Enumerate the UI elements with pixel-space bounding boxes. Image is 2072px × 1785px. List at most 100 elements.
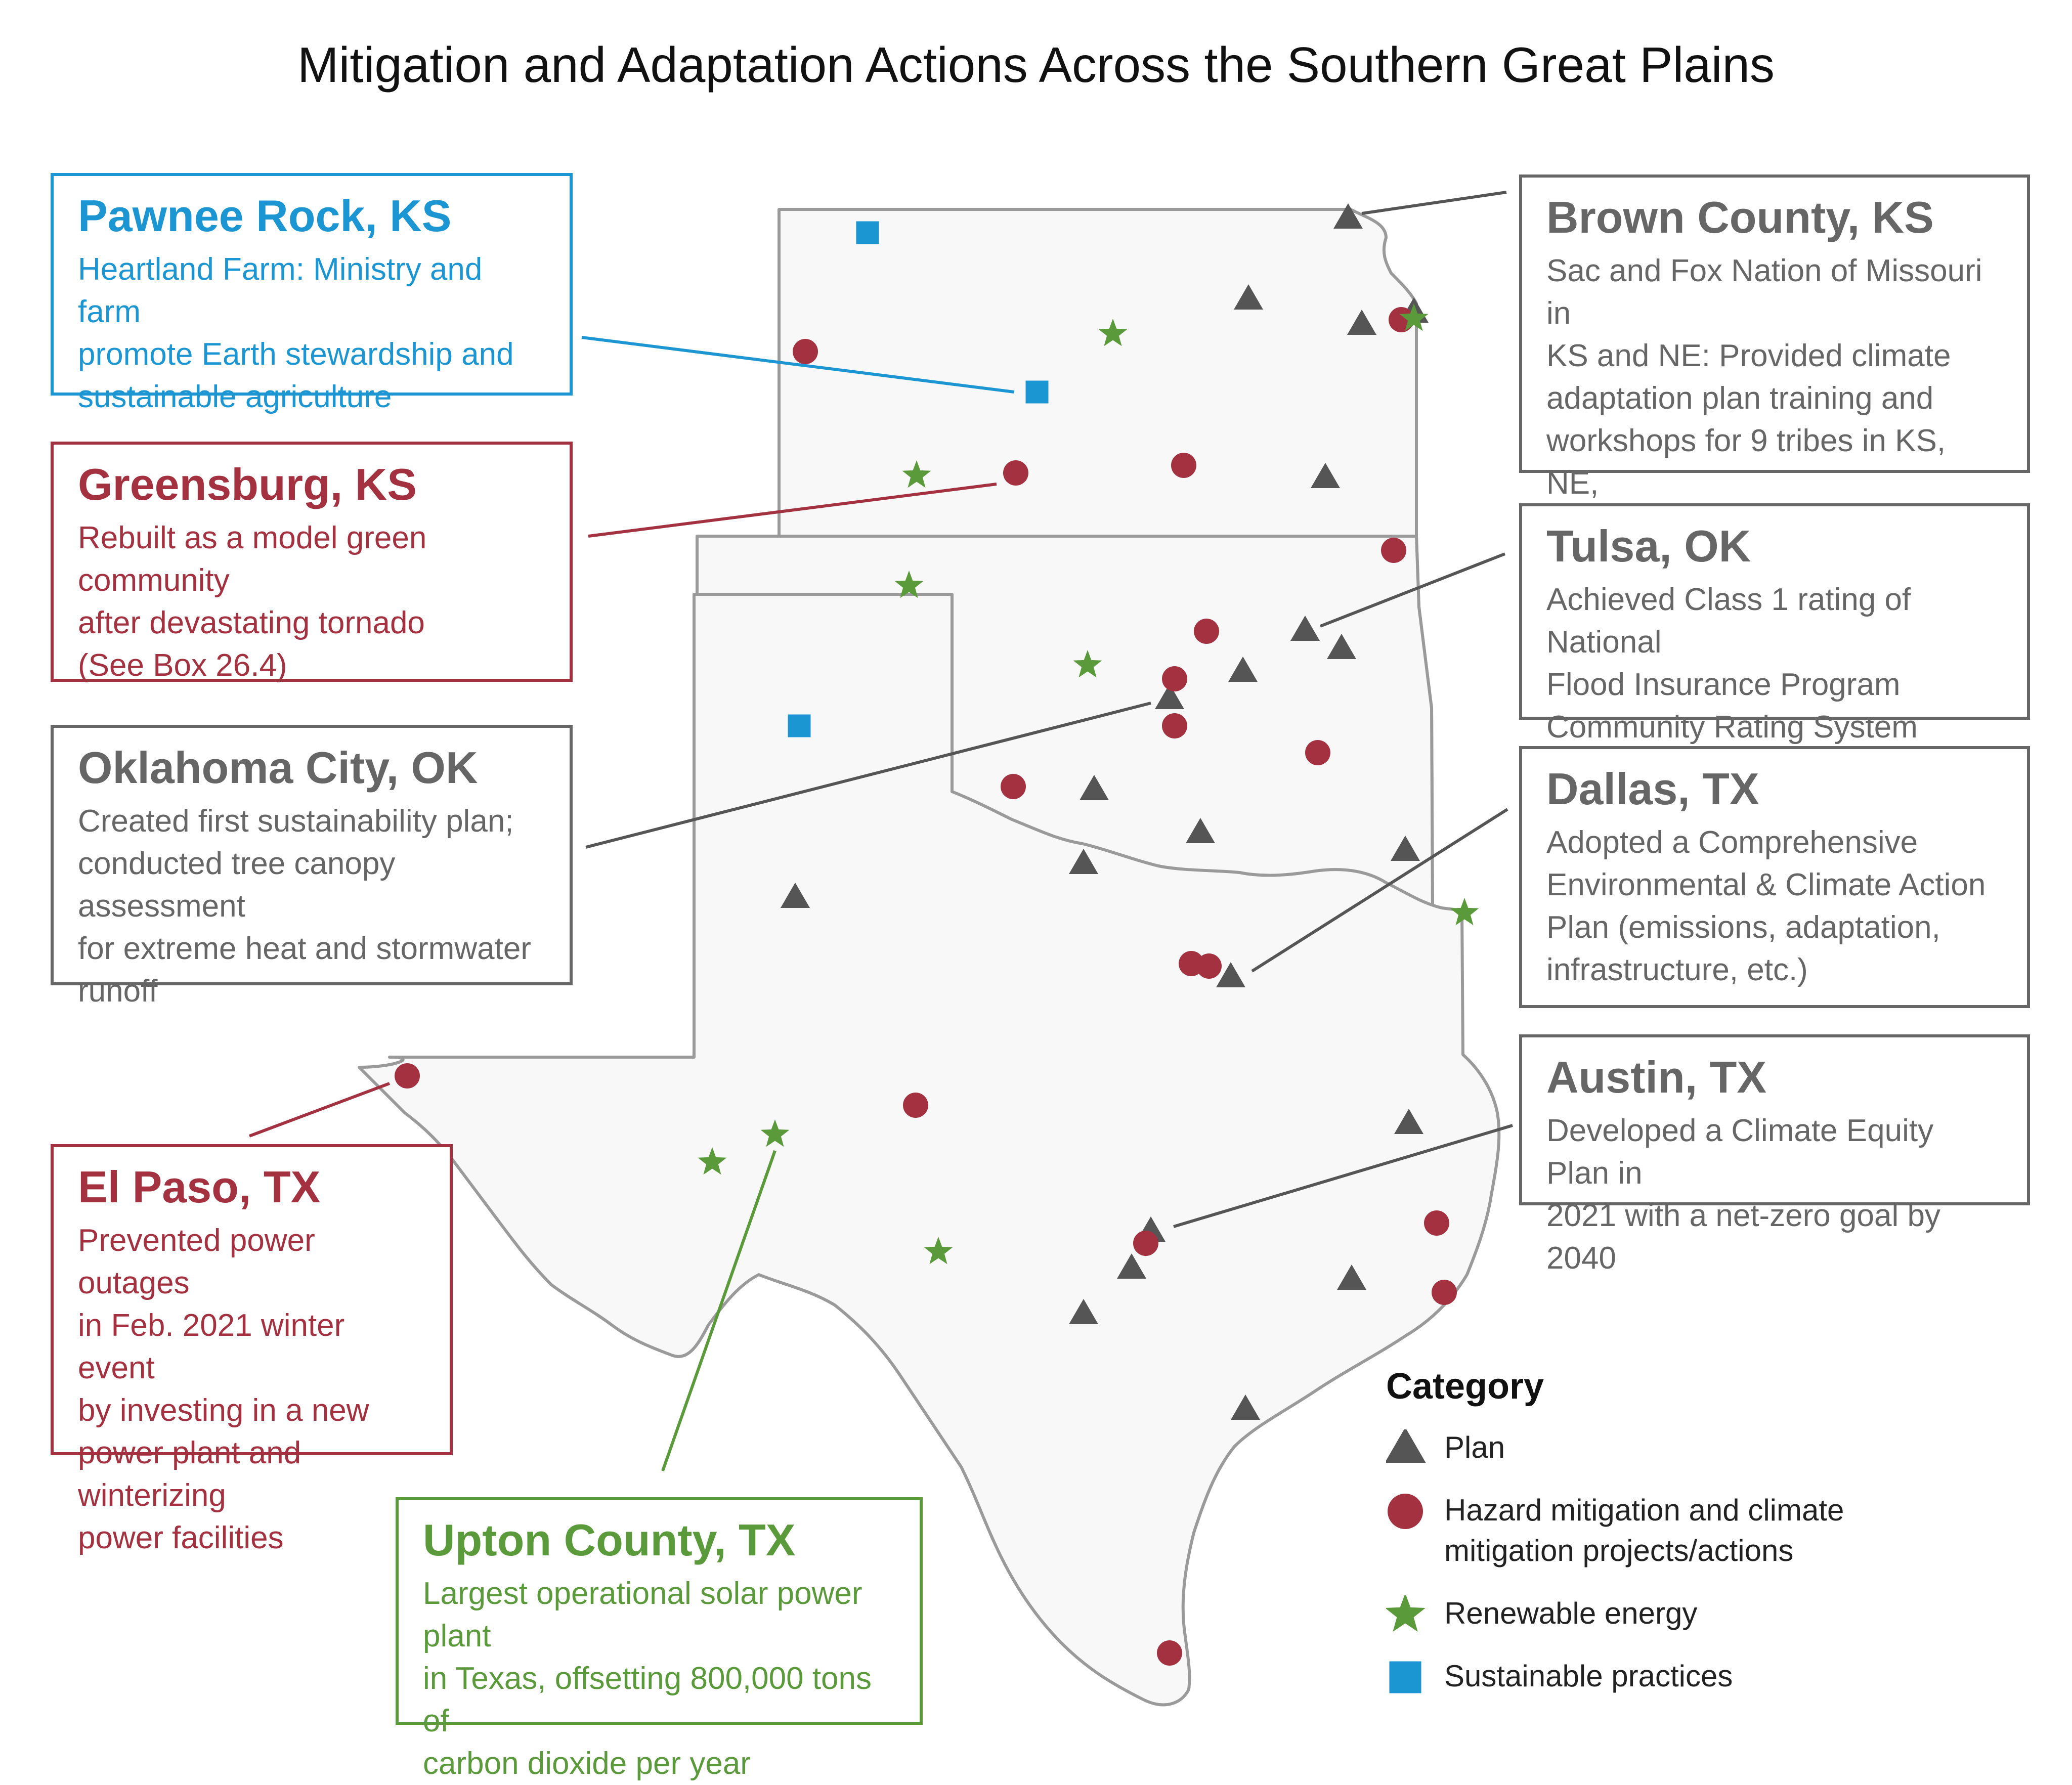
callout-line: Environmental & Climate Action — [1546, 867, 1986, 903]
state-outlines — [358, 208, 1501, 1707]
hazard-circle-icon — [793, 339, 818, 364]
legend-item-plan: Plan — [1386, 1427, 1892, 1468]
plan-triangle-icon — [1069, 849, 1098, 874]
callout-line: Developed a Climate Equity Plan in — [1546, 1113, 1934, 1191]
leader-okc — [585, 702, 1151, 849]
callout-okc: Oklahoma City, OK Created first sustainab… — [51, 725, 573, 1009]
leader-greensburg — [588, 483, 997, 538]
callout-brown: Brown County, KS Sac and Fox Nation of Mi… — [1519, 175, 2030, 543]
plan-triangle-icon — [1228, 657, 1258, 682]
callout-description: Adopted a Comprehensive Environmental & C… — [1546, 821, 2003, 991]
renewable-star-icon — [1073, 650, 1102, 678]
hazard-circle-icon — [395, 1063, 420, 1089]
callout-line: conducted tree canopy assessment — [78, 846, 396, 924]
callout-line: Flood Insurance Program — [1546, 667, 1901, 703]
callout-line: infrastructure, etc.) — [1546, 952, 1808, 988]
callout-description: Largest operational solar power plant in … — [423, 1573, 895, 1785]
sustainable-square-icon — [1025, 380, 1049, 404]
callout-line: after devastating tornado — [78, 605, 425, 641]
leader-tulsa — [1319, 552, 1506, 628]
hazard-circle-icon — [1196, 953, 1222, 979]
callout-line: workshops for 9 tribes in KS, NE, — [1546, 423, 1946, 501]
plan-triangle-icon — [1117, 1253, 1146, 1279]
texas-outline — [358, 593, 1501, 1707]
callout-name: Greensburg, KS — [78, 459, 417, 509]
square-icon — [1389, 1661, 1421, 1693]
callout-line: in Texas, offsetting 800,000 tons of — [423, 1661, 872, 1739]
callout-line: KS and NE: Provided climate — [1546, 338, 1951, 374]
map-title: Mitigation and Adaptation Actions Across… — [297, 37, 1775, 93]
hazard-circle-icon — [1305, 740, 1330, 765]
callout-description: Created first sustainability plan; conduc… — [78, 800, 545, 1013]
callout-line: adaptation plan training and — [1546, 381, 1934, 416]
sustainable-square-icon — [1389, 1661, 1421, 1693]
callout-line: Largest operational solar power plant — [423, 1576, 862, 1654]
leader-austin — [1173, 1124, 1513, 1228]
legend-label: Plan — [1444, 1430, 1505, 1464]
plan-triangle-icon — [1333, 203, 1363, 229]
legend-label: Renewable energy — [1444, 1596, 1698, 1630]
kansas-outline — [778, 208, 1418, 538]
callout-line: Community Rating System — [1546, 710, 1918, 745]
callout-name: Upton County, TX — [423, 1515, 796, 1565]
callout-leaders — [248, 191, 1513, 1471]
callout-name: Austin, TX — [1546, 1052, 1767, 1102]
renewable-star-icon — [698, 1147, 727, 1175]
callout-name: Oklahoma City, OK — [78, 743, 478, 793]
plan-triangle-icon — [1231, 1395, 1260, 1420]
callout-line: power plant and winterizing — [78, 1435, 301, 1513]
hazard-circle-icon — [1432, 1280, 1457, 1305]
hazard-circle-icon — [1162, 713, 1187, 738]
legend: Category Plan Hazard mitigation and clima… — [1386, 1366, 1892, 1719]
hazard-circle-icon — [1133, 1231, 1158, 1256]
plan-triangle-icon — [1394, 1109, 1423, 1134]
hazard-circle-icon — [1424, 1210, 1449, 1236]
plan-triangle-icon — [1234, 284, 1263, 310]
legend-label: Sustainable practices — [1444, 1659, 1733, 1693]
callout-name: Brown County, KS — [1546, 192, 1934, 242]
callout-name: Tulsa, OK — [1546, 521, 1751, 571]
renewable-star-icon — [924, 1237, 953, 1265]
callout-description: Developed a Climate Equity Plan in 2021 w… — [1546, 1110, 2003, 1280]
renewable-star-icon — [1450, 898, 1479, 926]
callout-dallas: Dallas, TX Adopted a Comprehensive Environ… — [1519, 746, 2030, 1008]
callout-line: in Feb. 2021 winter event — [78, 1308, 345, 1386]
plan-triangle-icon — [1186, 818, 1215, 843]
sustainable-square-icon — [856, 221, 879, 244]
plan-triangle-icon — [1155, 684, 1184, 709]
hazard-circle-icon — [1381, 538, 1406, 563]
callout-name: Pawnee Rock, KS — [78, 191, 452, 241]
renewable-star-icon — [902, 460, 931, 488]
circle-icon — [1388, 1494, 1423, 1529]
callout-line: Plan (emissions, adaptation, — [1546, 910, 1940, 945]
callout-line: runoff — [78, 974, 158, 1009]
renewable-star-icon — [1386, 1595, 1426, 1632]
hazard-circle-icon — [1194, 619, 1219, 644]
leader-dallas — [1251, 808, 1508, 973]
callout-description: Prevented power outages in Feb. 2021 wint… — [78, 1220, 425, 1559]
plan-triangle-icon — [1216, 962, 1245, 987]
callout-line: power facilities — [78, 1520, 284, 1556]
callout-upton: Upton County, TX Largest operational sola… — [396, 1497, 923, 1781]
callout-line: Created first sustainability plan; — [78, 804, 514, 839]
renewable-star-icon — [760, 1119, 790, 1147]
hazard-circle-icon — [1162, 666, 1187, 691]
hazard-circle-icon — [1001, 774, 1026, 799]
callout-tulsa: Tulsa, OK Achieved Class 1 rating of Nati… — [1519, 503, 2030, 745]
callout-line: 2021 with a net-zero goal by 2040 — [1546, 1198, 1940, 1276]
callout-line: promote Earth stewardship and — [78, 337, 514, 372]
callout-description: Achieved Class 1 rating of National Flood… — [1546, 579, 2003, 749]
leader-brown — [1361, 191, 1507, 215]
callout-description: Sac and Fox Nation of Missouri in KS and … — [1546, 250, 2003, 547]
callout-line: (See Box 26.4) — [78, 648, 287, 683]
hazard-circle-icon — [1171, 453, 1196, 478]
callout-description: Rebuilt as a model green community after … — [78, 517, 545, 687]
plan-triangle-icon — [1290, 616, 1320, 641]
legend-item-sustainable: Sustainable practices — [1386, 1656, 1892, 1696]
callout-line: carbon dioxide per year — [423, 1746, 751, 1781]
plan-triangle-icon — [1311, 463, 1340, 488]
plan-triangle-icon — [1069, 1299, 1098, 1324]
legend-item-renewable: Renewable energy — [1386, 1593, 1892, 1634]
map-markers — [395, 203, 1479, 1666]
leader-elpaso — [248, 1082, 391, 1138]
